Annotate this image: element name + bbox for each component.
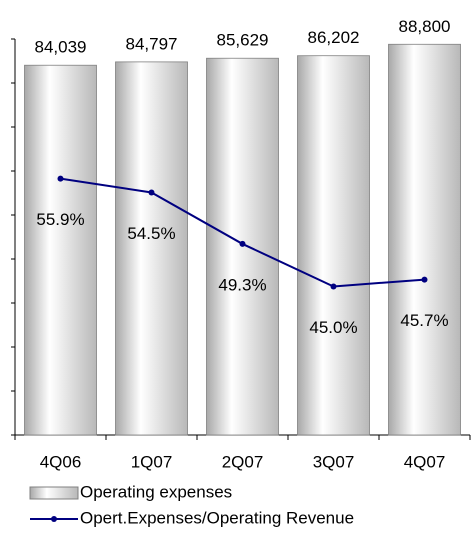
- bar-value-label: 88,800: [399, 17, 451, 36]
- line-marker: [421, 276, 428, 283]
- bar-value-label: 84,039: [35, 38, 87, 57]
- legend-label: Operating expenses: [80, 482, 232, 501]
- line-value-label: 45.0%: [309, 318, 357, 337]
- bar: [388, 43, 461, 436]
- bar-value-label: 86,202: [308, 28, 360, 47]
- legend-label: Opert.Expenses/Operating Revenue: [80, 508, 354, 527]
- legend-swatch: [29, 486, 79, 500]
- line-marker: [57, 175, 64, 182]
- legend-marker: [51, 516, 57, 522]
- bar: [115, 61, 188, 436]
- x-tick-label: 2Q07: [222, 452, 264, 471]
- line-value-label: 49.3%: [218, 275, 266, 294]
- line-value-label: 45.7%: [400, 311, 448, 330]
- x-tick-label: 1Q07: [131, 452, 173, 471]
- bar: [297, 55, 370, 436]
- line-marker: [148, 189, 155, 196]
- x-tick-label: 4Q07: [404, 452, 446, 471]
- bar: [24, 64, 97, 436]
- line-marker: [239, 240, 246, 247]
- line-value-label: 55.9%: [36, 210, 84, 229]
- bar-value-label: 84,797: [126, 34, 178, 53]
- bar-value-label: 85,629: [217, 31, 269, 50]
- line-marker: [330, 283, 337, 290]
- x-tick-label: 4Q06: [40, 452, 82, 471]
- x-tick-label: 3Q07: [313, 452, 355, 471]
- line-value-label: 54.5%: [127, 224, 175, 243]
